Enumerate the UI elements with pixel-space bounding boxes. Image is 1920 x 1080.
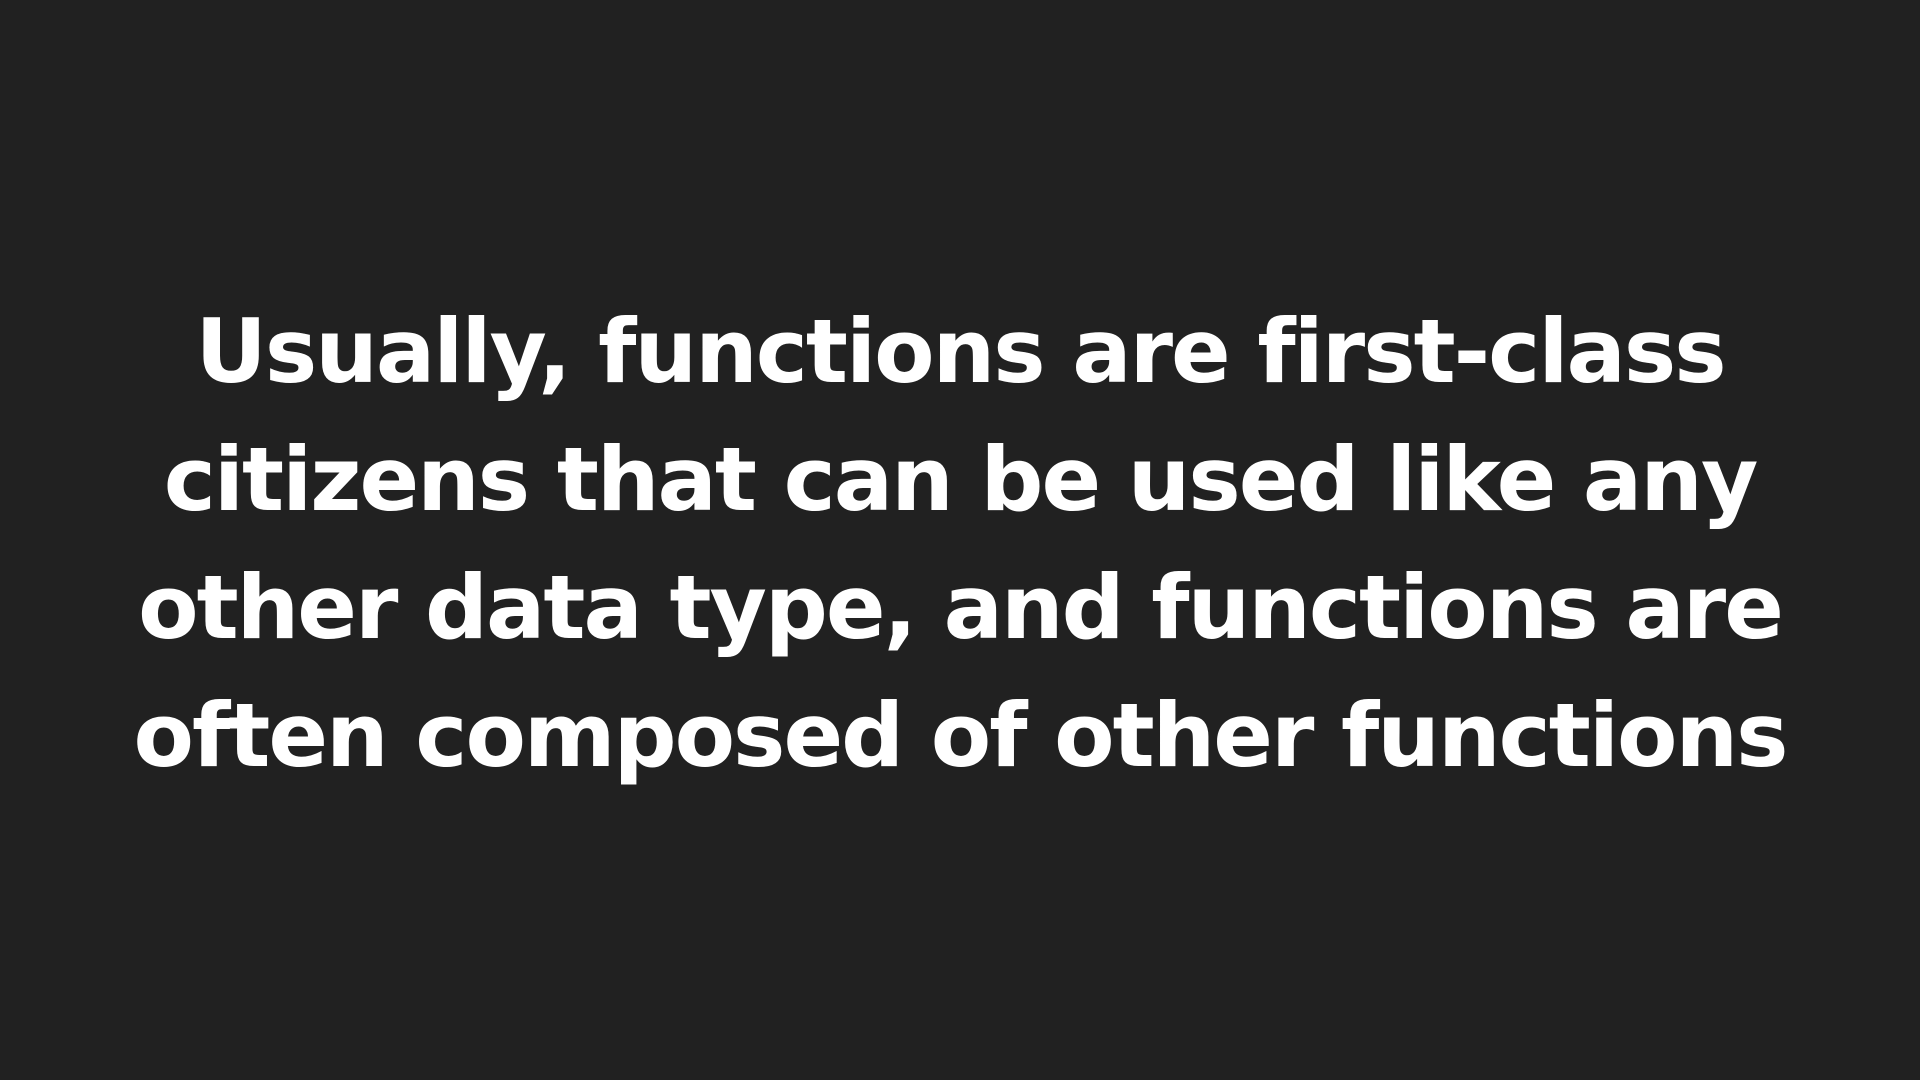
statement-line-1: Usually, functions are first-class [195, 300, 1726, 403]
statement-line-3: other data type, and functions are [138, 556, 1784, 659]
slide-statement: Usually, functions are first-class citiz… [133, 280, 1789, 800]
statement-line-2: citizens that can be used like any [163, 428, 1759, 531]
statement-line-4: often composed of other functions [133, 684, 1789, 787]
